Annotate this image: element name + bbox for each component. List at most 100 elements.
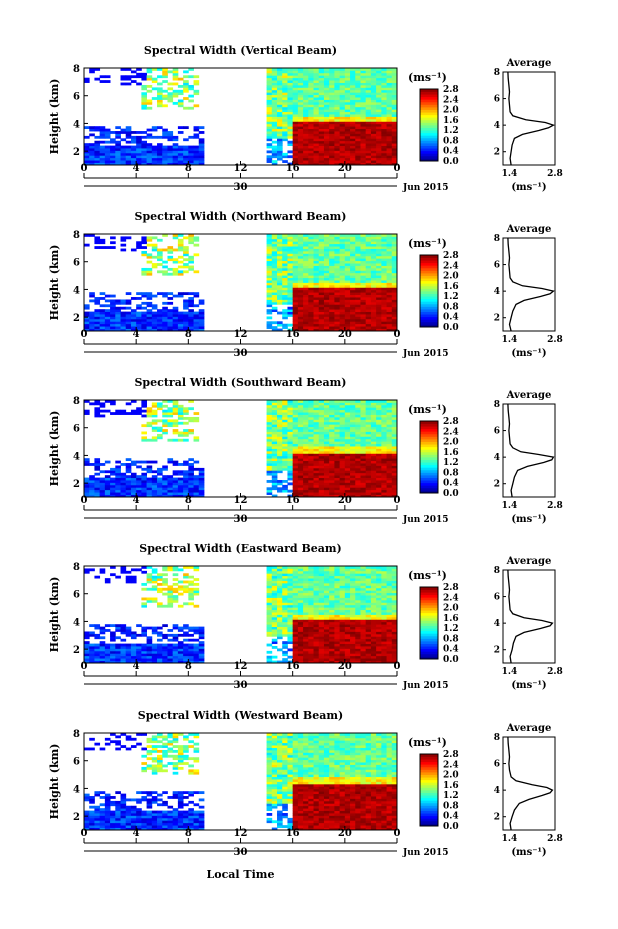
heatmap-cell (355, 306, 361, 310)
heatmap-cell (386, 253, 393, 257)
heatmap-cell (323, 101, 330, 105)
heatmap-cell (141, 316, 147, 320)
heatmap-cell (329, 99, 335, 103)
heatmap-cell (339, 246, 346, 249)
heatmap-cell (271, 84, 278, 88)
heatmap-cell (172, 419, 179, 423)
heatmap-cell (303, 314, 309, 317)
heatmap-cell (162, 328, 168, 332)
heatmap-cell (282, 155, 288, 159)
heatmap-cell (183, 409, 189, 413)
heatmap-cell (198, 299, 205, 303)
heatmap-cell (381, 294, 387, 298)
heatmap-cell (287, 604, 294, 608)
heatmap-cell (130, 75, 137, 79)
heatmap-cell (376, 77, 382, 81)
heatmap-cell (334, 455, 341, 459)
average-y-tick-label: 6 (494, 95, 500, 105)
heatmap-cell (297, 277, 304, 281)
heatmap-cell (271, 152, 278, 156)
heatmap-cell (323, 309, 330, 312)
heatmap-cell (297, 106, 304, 110)
heatmap-cell (386, 480, 393, 483)
heatmap-cell (266, 111, 273, 115)
heatmap-cell (193, 590, 200, 594)
heatmap-cell (177, 568, 184, 572)
heatmap-cell (130, 655, 137, 659)
heatmap-cell (193, 160, 200, 163)
colorbar-swatch (420, 112, 438, 116)
heatmap-cell (334, 111, 341, 115)
heatmap-cell (386, 99, 393, 103)
heatmap-cell (177, 326, 184, 329)
heatmap-cell (308, 270, 314, 274)
heatmap-cell (287, 150, 294, 154)
heatmap-cell (277, 438, 283, 442)
heatmap-cell (277, 140, 283, 144)
heatmap-cell (355, 145, 361, 149)
colorbar-tick-label: 1.2 (443, 292, 459, 302)
heatmap-cell (94, 241, 101, 245)
heatmap-cell (99, 404, 106, 408)
heatmap-cell (350, 148, 356, 151)
heatmap-cell (339, 472, 346, 476)
heatmap-cell (157, 314, 163, 317)
heatmap-cell (177, 321, 184, 325)
heatmap-cell (313, 294, 320, 298)
heatmap-cell (146, 75, 153, 79)
heatmap-cell (172, 472, 179, 476)
heatmap-cell (167, 267, 174, 271)
heatmap-cell (391, 282, 398, 286)
heatmap-cell (339, 402, 346, 406)
heatmap-cell (355, 438, 361, 442)
heatmap-cell (308, 126, 314, 130)
heatmap-cell (329, 131, 335, 134)
heatmap-cell (177, 604, 184, 608)
heatmap-cell (266, 236, 273, 240)
heatmap-cell (151, 145, 158, 149)
heatmap-cell (365, 260, 372, 264)
heatmap-cell (344, 68, 351, 71)
heatmap-cell (282, 619, 288, 623)
heatmap-cell (292, 253, 299, 257)
heatmap-cell (136, 658, 142, 661)
heatmap-cell (365, 150, 372, 154)
heatmap-cell (292, 655, 299, 659)
y-axis-label: Height (km) (48, 245, 61, 321)
heatmap-cell (303, 114, 309, 117)
heatmap-cell (136, 318, 142, 322)
heatmap-cell (297, 121, 304, 125)
heatmap-cell (277, 421, 283, 425)
heatmap-cell (339, 75, 346, 79)
heatmap-cell (313, 157, 320, 161)
heatmap-cell (313, 248, 320, 252)
colorbar-swatch (420, 469, 438, 473)
heatmap-cell (89, 314, 95, 317)
heatmap-cell (381, 475, 387, 478)
heatmap-cell (391, 128, 398, 132)
heatmap-cell (277, 87, 283, 91)
heatmap-cell (297, 612, 304, 615)
heatmap-cell (313, 297, 320, 300)
heatmap-cell (84, 323, 90, 327)
heatmap-cell (360, 265, 367, 269)
heatmap-cell (94, 489, 101, 493)
heatmap-cell (376, 304, 382, 308)
heatmap-cell (287, 275, 294, 279)
heatmap-cell (266, 421, 273, 425)
heatmap-cell (151, 412, 158, 415)
date-label: Jun 2015 (402, 349, 449, 359)
heatmap-cell (146, 597, 153, 601)
heatmap-cell (266, 275, 273, 279)
heatmap-cell (177, 646, 184, 649)
heatmap-cell (313, 458, 320, 462)
heatmap-cell (292, 236, 299, 240)
heatmap-cell (287, 404, 294, 408)
heatmap-cell (350, 400, 356, 403)
heatmap-cell (323, 155, 330, 159)
heatmap-cell (360, 145, 367, 149)
heatmap-cell (183, 299, 189, 303)
heatmap-cell (271, 433, 278, 437)
heatmap-cell (177, 328, 184, 332)
heatmap-cell (370, 99, 377, 103)
